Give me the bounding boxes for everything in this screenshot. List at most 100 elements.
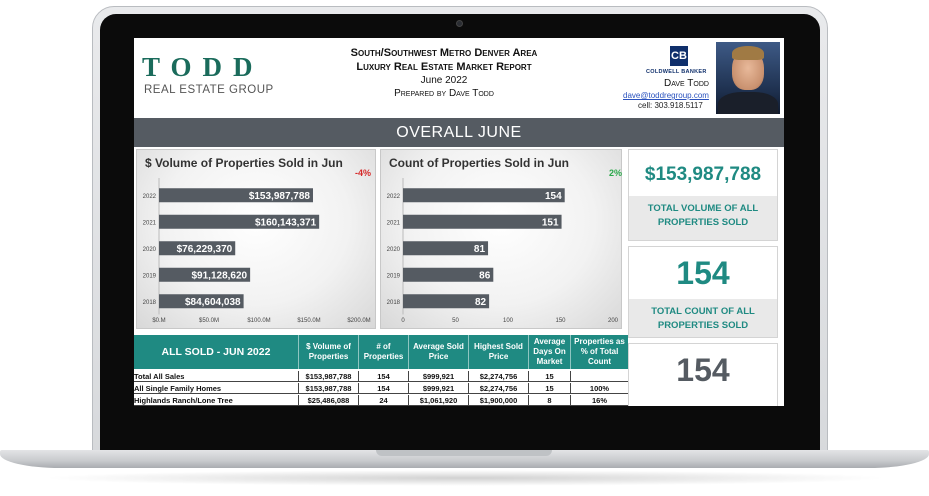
row-highest-price: $2,274,756 <box>468 371 528 382</box>
laptop-base-notch <box>376 450 552 456</box>
bar-value-label: $76,229,370 <box>177 244 233 255</box>
col-avg-dom: Average Days On Market <box>528 335 570 369</box>
kpi-third-value: 154 <box>676 352 730 388</box>
col-highest-price: Highest Sold Price <box>468 335 528 369</box>
x-tick-label: $100.0M <box>247 318 270 324</box>
volume-chart-panel: $ Volume of Properties Sold in Jun -4% 2… <box>136 149 376 329</box>
row-avg-dom: 8 <box>528 395 570 406</box>
x-tick-label: 100 <box>503 318 514 324</box>
kpi-total-count-label: TOTAL COUNT OF ALL PROPERTIES SOLD <box>629 299 777 337</box>
row-highest-price: $2,274,756 <box>468 383 528 394</box>
row-count: 24 <box>358 395 408 406</box>
chart-bar <box>159 241 236 256</box>
report-title-line2: Luxury Real Estate Market Report <box>356 61 532 73</box>
count-bar-chart: 2022 154 2021 151 2020 81 2019 86 2018 82 0 50 100 15… <box>387 178 619 324</box>
volume-change-pct: -4% <box>355 168 372 178</box>
sales-table-header: ALL SOLD - JUN 2022 $ Volume of Properti… <box>134 335 628 369</box>
row-count: 154 <box>358 371 408 382</box>
kpi-total-count-value: 154 <box>676 255 730 291</box>
bar-value-label: 151 <box>542 217 559 228</box>
category-tick-label: 2019 <box>143 273 157 279</box>
agent-photo-hair <box>732 46 764 60</box>
col-avg-price: Average Sold Price <box>408 335 468 369</box>
col-count: # of Properties <box>358 335 408 369</box>
todd-logo: TODD <box>142 52 264 82</box>
x-tick-label: 200 <box>608 318 619 324</box>
chart-bar <box>403 294 490 309</box>
row-avg-price: $999,921 <box>408 383 468 394</box>
row-volume: $25,486,088 <box>298 395 358 406</box>
camera-icon <box>456 20 463 27</box>
chart-bar <box>159 294 244 309</box>
laptop-shadow <box>40 470 890 486</box>
row-avg-price: $999,921 <box>408 371 468 382</box>
x-tick-label: $150.0M <box>297 318 320 324</box>
chart-bar <box>403 214 562 229</box>
category-tick-label: 2018 <box>143 300 157 306</box>
bar-value-label: 81 <box>474 244 486 255</box>
kpi-total-count: 154 TOTAL COUNT OF ALL PROPERTIES SOLD <box>628 246 778 338</box>
agent-cell: cell: 303.918.5117 <box>638 101 703 110</box>
category-tick-label: 2020 <box>387 247 401 253</box>
row-pct <box>570 371 628 382</box>
report-prepared-by: Prepared by Dave Todd <box>394 88 494 99</box>
category-tick-label: 2021 <box>143 220 157 226</box>
category-tick-label: 2021 <box>387 220 401 226</box>
chart-bar <box>159 267 251 282</box>
kpi-total-volume-value: $153,987,788 <box>644 164 762 185</box>
agent-photo-suit <box>718 92 778 114</box>
category-tick-label: 2019 <box>387 273 401 279</box>
row-name: Highlands Ranch/Lone Tree <box>134 396 233 405</box>
row-name: Total All Sales <box>134 372 185 381</box>
kpi-third: 154 <box>628 343 778 406</box>
agent-email-link[interactable]: dave@toddregroup.com <box>623 91 709 100</box>
sales-table-title: ALL SOLD - JUN 2022 <box>161 346 271 358</box>
bar-value-label: 86 <box>479 270 491 281</box>
bar-value-label: 82 <box>475 297 487 308</box>
category-tick-label: 2022 <box>143 194 157 200</box>
brokerage-name: COLDWELL BANKER <box>646 69 707 75</box>
col-pct-total: Properties as % of Total Count <box>570 335 628 369</box>
kpi-total-volume-label: TOTAL VOLUME OF ALL PROPERTIES SOLD <box>629 196 777 240</box>
coldwell-banker-logo-icon: CB <box>670 46 688 66</box>
row-pct: 100% <box>570 383 628 394</box>
x-tick-label: 50 <box>452 318 459 324</box>
table-row: All Single Family Homes $153,987,788 154… <box>134 383 628 394</box>
col-volume: $ Volume of Properties <box>298 335 358 369</box>
row-avg-dom: 15 <box>528 383 570 394</box>
row-volume: $153,987,788 <box>298 371 358 382</box>
x-tick-label: $50.0M <box>199 318 219 324</box>
row-volume: $153,987,788 <box>298 383 358 394</box>
row-avg-price: $1,061,920 <box>408 395 468 406</box>
todd-logo-subtitle: REAL ESTATE GROUP <box>144 84 274 96</box>
agent-name: Dave Todd <box>664 78 709 89</box>
x-tick-label: $200.0M <box>347 318 370 324</box>
count-change-pct: 2% <box>609 168 623 178</box>
chart-bar <box>403 241 489 256</box>
report-screen: TODD REAL ESTATE GROUP South/Southwest M… <box>134 38 784 406</box>
report-title-line1: South/Southwest Metro Denver Area <box>350 47 538 59</box>
volume-chart-title: $ Volume of Properties Sold in Jun <box>145 156 343 170</box>
count-chart-title: Count of Properties Sold in Jun <box>389 156 569 170</box>
bar-value-label: $160,143,371 <box>255 217 317 228</box>
x-tick-label: 0 <box>401 318 405 324</box>
chart-bar <box>159 214 320 229</box>
bar-value-label: $91,128,620 <box>192 270 248 281</box>
bar-value-label: $153,987,788 <box>249 191 311 202</box>
category-tick-label: 2022 <box>387 194 401 200</box>
x-tick-label: $0.M <box>152 318 165 324</box>
bar-value-label: 154 <box>545 191 562 202</box>
row-highest-price: $1,900,000 <box>468 395 528 406</box>
section-banner: OVERALL JUNE <box>134 118 784 147</box>
table-row: Highlands Ranch/Lone Tree $25,486,088 24… <box>134 395 628 406</box>
volume-bar-chart: 2022 $153,987,788 2021 $160,143,371 2020 $76,… <box>143 178 371 324</box>
row-name: All Single Family Homes <box>134 384 222 393</box>
table-row: Total All Sales $153,987,788 154 $999,92… <box>134 371 628 382</box>
report-date: June 2022 <box>420 75 468 86</box>
report-header: TODD REAL ESTATE GROUP South/Southwest M… <box>134 38 784 118</box>
row-count: 154 <box>358 383 408 394</box>
row-pct: 16% <box>570 395 628 406</box>
chart-bar <box>403 267 494 282</box>
bar-value-label: $84,604,038 <box>185 297 241 308</box>
kpi-total-volume: $153,987,788 TOTAL VOLUME OF ALL PROPERT… <box>628 149 778 241</box>
